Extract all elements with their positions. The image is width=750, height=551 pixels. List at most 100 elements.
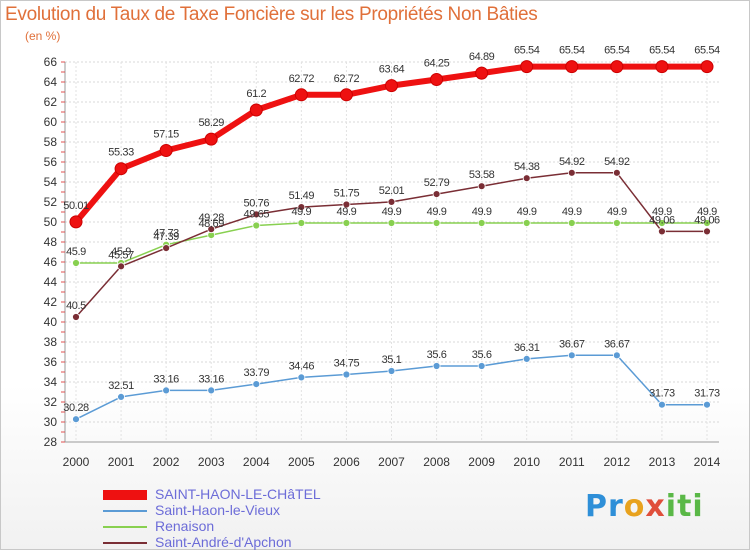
data-point [207,225,216,234]
data-point [385,79,398,93]
data-point [387,367,396,375]
x-tick-label: 2002 [153,455,180,469]
data-label: 36.67 [604,338,630,350]
data-point [342,219,351,227]
data-label: 47.39 [153,231,179,243]
data-point [655,60,669,74]
data-label: 49.65 [244,209,270,221]
y-tick-label: 66 [44,55,58,69]
chart-title: Evolution du Taux de Taxe Foncière sur l… [5,4,538,25]
data-point [297,219,306,227]
x-tick-label: 2014 [694,455,721,469]
data-point [432,362,441,370]
y-tick-label: 58 [44,135,58,149]
data-point [567,168,576,177]
data-label: 54.38 [514,161,540,173]
x-tick-label: 2010 [513,455,540,469]
data-label: 49.9 [607,206,627,218]
data-point [612,168,621,177]
x-tick-label: 2013 [649,455,676,469]
data-label: 54.92 [604,156,630,168]
y-tick-label: 32 [44,395,58,409]
data-label: 49.9 [562,206,582,218]
x-tick-label: 2008 [423,455,450,469]
y-tick-label: 44 [44,275,58,289]
data-point [430,73,444,86]
data-point [159,144,173,157]
data-label: 31.73 [649,388,675,400]
logo-part-3: x [645,489,666,524]
y-tick-label: 48 [44,235,58,249]
data-point [117,392,125,401]
x-tick-label: 2004 [243,455,270,469]
data-label: 49.9 [427,206,447,218]
logo-part-1: Pr [585,489,624,524]
data-label: 33.79 [244,367,270,379]
x-tick-label: 2000 [63,455,90,469]
data-label: 65.54 [514,45,540,57]
data-label: 49.9 [697,206,717,218]
y-tick-label: 54 [44,175,58,189]
x-tick-label: 2005 [288,455,315,469]
data-label: 64.25 [424,58,450,70]
x-tick-label: 2012 [604,455,631,469]
data-point [703,227,711,236]
data-label: 49.06 [649,214,675,226]
data-label: 62.72 [289,73,315,85]
data-point [339,88,353,102]
data-label: 30.28 [63,402,89,414]
data-point [612,219,621,227]
data-label: 61.2 [246,88,266,100]
data-point [297,373,306,382]
data-point [204,132,218,146]
data-label: 36.31 [514,342,540,354]
data-point [72,259,80,267]
data-label: 63.64 [379,64,405,76]
data-point [477,182,486,191]
legend-swatch [103,509,147,512]
data-label: 52.79 [424,177,450,189]
data-point [432,190,441,199]
data-label: 49.06 [694,214,720,226]
data-label: 51.49 [289,190,315,202]
x-tick-label: 2011 [559,455,585,469]
data-label: 34.75 [334,358,360,370]
data-point [475,66,489,80]
logo-part-4: iti [665,489,704,524]
data-point [567,219,576,227]
data-label: 51.75 [334,188,360,200]
data-point [72,415,80,424]
data-point [522,174,531,183]
data-label: 62.72 [334,73,360,85]
data-label: 49.9 [291,206,311,218]
data-point [294,88,308,102]
data-label: 49.9 [337,206,357,218]
data-label: 49.9 [652,206,672,218]
y-tick-label: 52 [44,195,58,209]
data-point [477,219,486,227]
y-tick-label: 42 [44,295,58,309]
data-label: 50.01 [63,200,89,212]
data-label: 45.9 [66,246,86,258]
data-label: 36.67 [559,338,585,350]
data-label: 32.51 [108,380,134,392]
data-label: 45.57 [108,249,134,261]
y-tick-label: 30 [44,415,58,429]
data-label: 53.58 [469,169,495,181]
y-tick-label: 40 [44,315,58,329]
data-label: 64.89 [469,51,495,63]
data-point [117,262,125,271]
data-point [612,351,621,360]
y-tick-label: 62 [44,95,58,109]
y-tick-label: 34 [44,375,58,389]
data-label: 45.9 [111,246,131,258]
data-point [520,60,534,74]
legend-label: SAINT-HAON-LE-CHâTEL [155,486,321,502]
data-point [252,380,261,389]
data-point [567,351,576,360]
data-point [432,219,441,227]
x-tick-label: 2003 [198,455,225,469]
data-label: 52.01 [379,185,405,197]
data-label: 49.9 [472,206,492,218]
